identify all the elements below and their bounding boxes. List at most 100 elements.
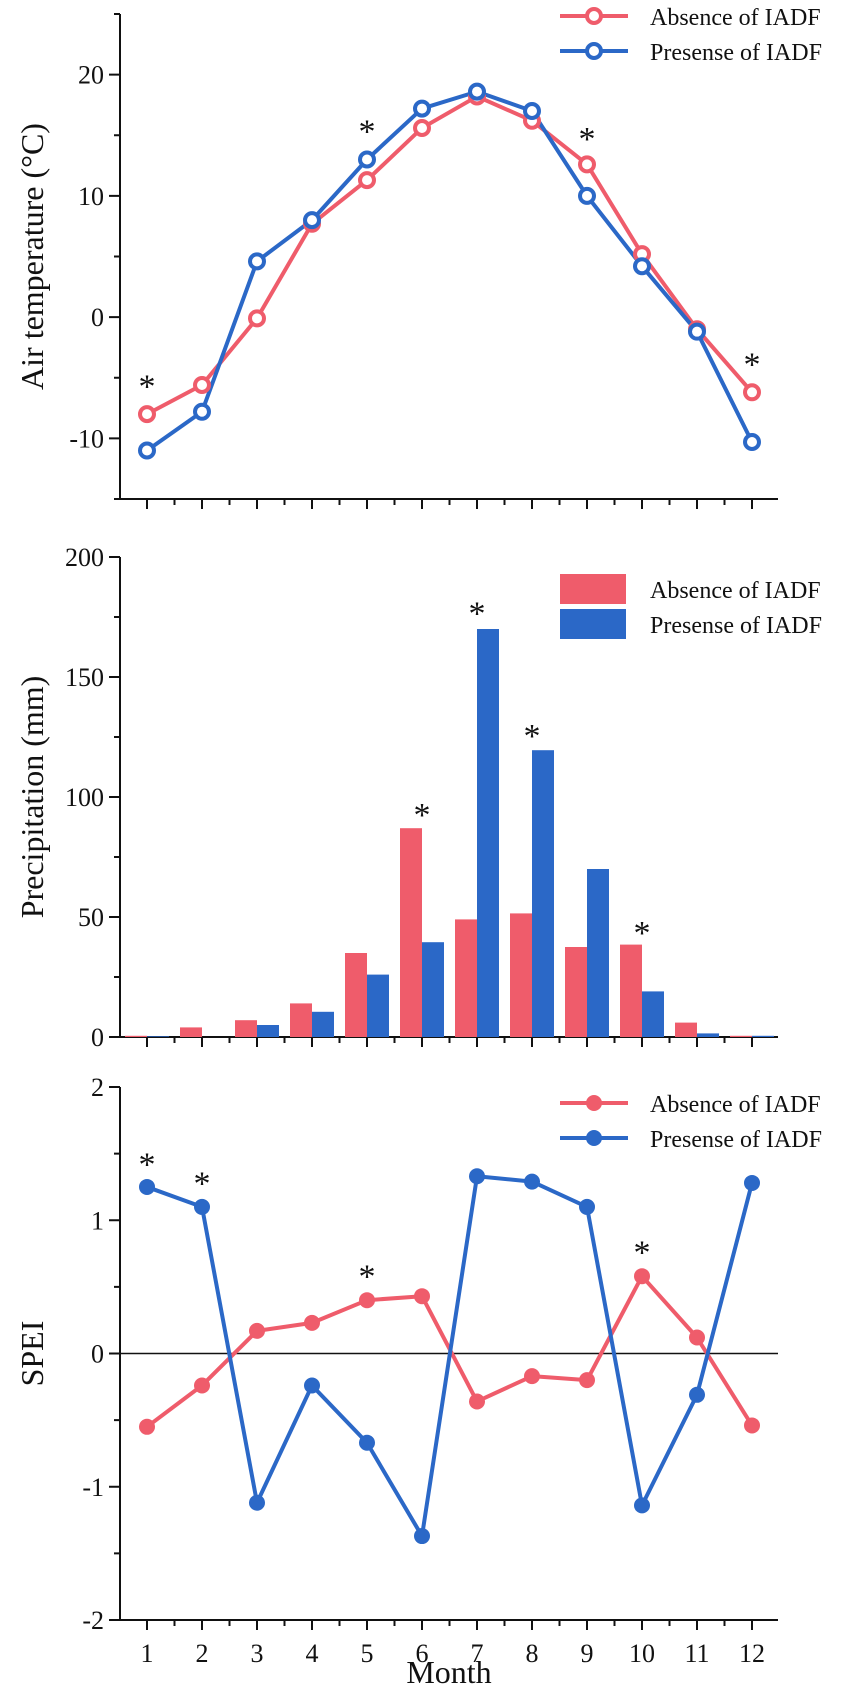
series-line-absence (146, 94, 754, 416)
y-axis-label: SPEI (14, 1321, 50, 1387)
x-axis-title: Month (406, 1654, 491, 1690)
x-tick-label: 3 (251, 1639, 264, 1668)
significance-star: * (524, 718, 541, 755)
point-absence (193, 376, 211, 395)
point-absence (413, 118, 431, 137)
legend-label: Absence of IADF (650, 1092, 821, 1118)
point-absence (138, 405, 156, 424)
bar-absence (675, 1022, 697, 1037)
y-tick-label: 0 (91, 1340, 104, 1369)
bar-presence (147, 1036, 169, 1037)
y-tick-label: 200 (65, 543, 104, 572)
x-tick-label: 7 (471, 1639, 484, 1668)
point-presence (469, 1168, 485, 1185)
series-line-presence (146, 1174, 754, 1539)
x-tick-label: 4 (306, 1639, 319, 1668)
precipitation-panel: 0 50 100 150 200 Precipitation (mm) * * * * Absenc… (14, 543, 822, 1052)
significance-star: * (634, 1235, 651, 1272)
point-absence (578, 155, 596, 174)
legend-label: Absence of IADF (650, 578, 821, 604)
point-presence (358, 150, 376, 169)
point-presence (413, 99, 431, 118)
legend-marker (586, 1095, 602, 1111)
point-presence (634, 1497, 650, 1514)
point-absence (358, 171, 376, 190)
significance-star: * (139, 368, 156, 405)
bar-absence (730, 1035, 752, 1037)
point-absence (194, 1377, 210, 1394)
point-presence (249, 1494, 265, 1511)
point-presence (138, 441, 156, 460)
bar-presence (532, 750, 554, 1037)
significance-star: * (414, 797, 431, 834)
point-presence (688, 322, 706, 341)
legend-marker (586, 1130, 602, 1146)
x-tick-label: 12 (739, 1639, 765, 1668)
x-tick-label: 9 (581, 1639, 594, 1668)
x-tick-label: 1 (141, 1639, 154, 1668)
significance-star: * (359, 114, 376, 151)
x-tick-label: 8 (526, 1639, 539, 1668)
bar-presence (422, 942, 444, 1037)
significance-star: * (359, 1259, 376, 1296)
point-absence (744, 1417, 760, 1434)
bar-presence (752, 1035, 774, 1037)
point-presence (524, 1173, 540, 1190)
point-absence (524, 1368, 540, 1385)
y-axis-label: Air temperature (°C) (14, 123, 50, 390)
y-tick-label: 10 (78, 182, 104, 211)
significance-star: * (139, 1147, 156, 1184)
x-tick-label: 5 (361, 1639, 374, 1668)
point-presence (743, 433, 761, 452)
x-tick-label: 2 (196, 1639, 209, 1668)
point-absence (359, 1292, 375, 1309)
bar-absence (125, 1035, 147, 1037)
point-presence (139, 1178, 155, 1195)
significance-star: * (634, 915, 651, 952)
point-presence (414, 1528, 430, 1545)
point-presence (193, 402, 211, 421)
point-absence (469, 1393, 485, 1410)
y-tick-label: -2 (82, 1606, 104, 1635)
point-presence (304, 1377, 320, 1394)
point-absence (249, 1322, 265, 1339)
y-tick-label: 100 (65, 783, 104, 812)
bar-presence (367, 974, 389, 1037)
bar-absence (510, 913, 532, 1037)
point-presence (689, 1386, 705, 1403)
bar-presence (587, 869, 609, 1037)
y-tick-label: 0 (91, 1023, 104, 1052)
bar-absence (565, 947, 587, 1037)
bar-absence (400, 828, 422, 1037)
point-presence (194, 1198, 210, 1215)
y-tick-label: 1 (91, 1206, 104, 1235)
y-tick-label: 0 (91, 303, 104, 332)
y-tick-label: -10 (69, 424, 104, 453)
point-presence (248, 252, 266, 271)
bar-absence (180, 1027, 202, 1037)
significance-star: * (469, 596, 486, 633)
x-tick-label: 6 (416, 1639, 429, 1668)
legend-label: Presense of IADF (650, 613, 822, 639)
point-absence (689, 1329, 705, 1346)
y-axis-label: Precipitation (mm) (14, 676, 50, 919)
legend-swatch-absence (560, 574, 626, 604)
point-presence (744, 1174, 760, 1191)
point-absence (579, 1372, 595, 1389)
point-presence (633, 257, 651, 276)
bar-absence (235, 1020, 257, 1037)
legend-label: Presense of IADF (650, 1127, 822, 1153)
y-tick-label: 50 (78, 903, 104, 932)
bar-presence (642, 991, 664, 1037)
bar-absence (345, 953, 367, 1037)
bar-presence (312, 1011, 334, 1037)
y-tick-label: 2 (91, 1073, 104, 1102)
x-tick-label: 10 (629, 1639, 655, 1668)
legend-swatch-presence (560, 609, 626, 639)
point-presence (579, 1198, 595, 1215)
significance-star: * (579, 121, 596, 158)
y-tick-label: 150 (65, 663, 104, 692)
bar-presence (257, 1025, 279, 1037)
